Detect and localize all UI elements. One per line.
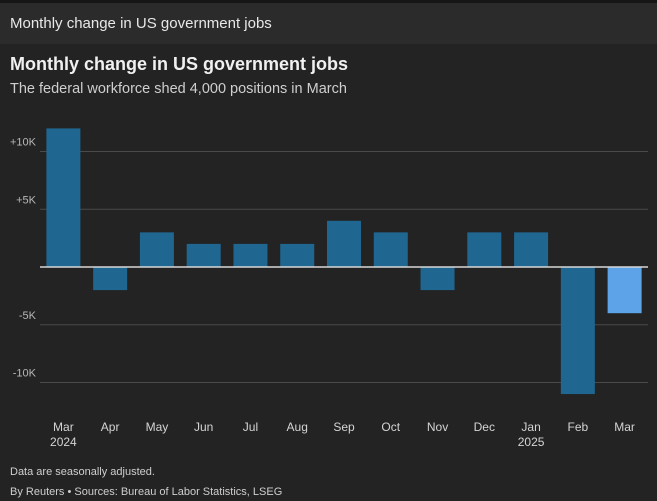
window-title: Monthly change in US government jobs — [10, 15, 272, 32]
x-tick-label: Aug — [287, 420, 308, 434]
x-tick-label: Dec — [474, 420, 495, 434]
bar-1 — [93, 267, 128, 291]
x-tick-label: Oct — [381, 420, 400, 434]
chart-subtitle: The federal workforce shed 4,000 positio… — [10, 81, 347, 97]
y-tick-label: -5K — [19, 310, 37, 322]
x-tick-label: Mar — [614, 420, 635, 434]
top-bar: Monthly change in US government jobs — [0, 0, 657, 44]
bar-0 — [46, 128, 81, 267]
x-year-label: 2025 — [518, 435, 545, 449]
y-tick-label: -10K — [13, 368, 37, 380]
bar-8 — [420, 267, 455, 291]
x-tick-label: Jul — [243, 420, 258, 434]
bar-11 — [560, 267, 595, 395]
x-tick-label: Sep — [333, 420, 355, 434]
bar-9 — [467, 232, 502, 267]
x-tick-label: Apr — [101, 420, 120, 434]
chart-title: Monthly change in US government jobs — [10, 54, 349, 74]
y-tick-label: +10K — [10, 137, 37, 149]
bar-12 — [607, 267, 642, 314]
source-credit: By Reuters • Sources: Bureau of Labor St… — [10, 486, 283, 498]
bar-10 — [514, 232, 549, 267]
x-tick-label: May — [146, 420, 169, 434]
bar-6 — [327, 220, 361, 267]
bar-3 — [186, 243, 221, 267]
bar-5 — [280, 243, 315, 267]
x-tick-label: Nov — [427, 420, 448, 434]
bar-7 — [373, 232, 408, 267]
x-tick-label: Jun — [194, 420, 213, 434]
x-tick-label: Mar — [53, 420, 74, 434]
x-tick-label: Jan — [521, 420, 540, 434]
y-tick-label: +5K — [16, 194, 37, 206]
x-year-label: 2024 — [50, 435, 77, 449]
bar-2 — [139, 232, 174, 267]
x-tick-label: Feb — [568, 420, 589, 434]
footnote: Data are seasonally adjusted. — [10, 466, 155, 478]
bar-4 — [233, 243, 268, 267]
